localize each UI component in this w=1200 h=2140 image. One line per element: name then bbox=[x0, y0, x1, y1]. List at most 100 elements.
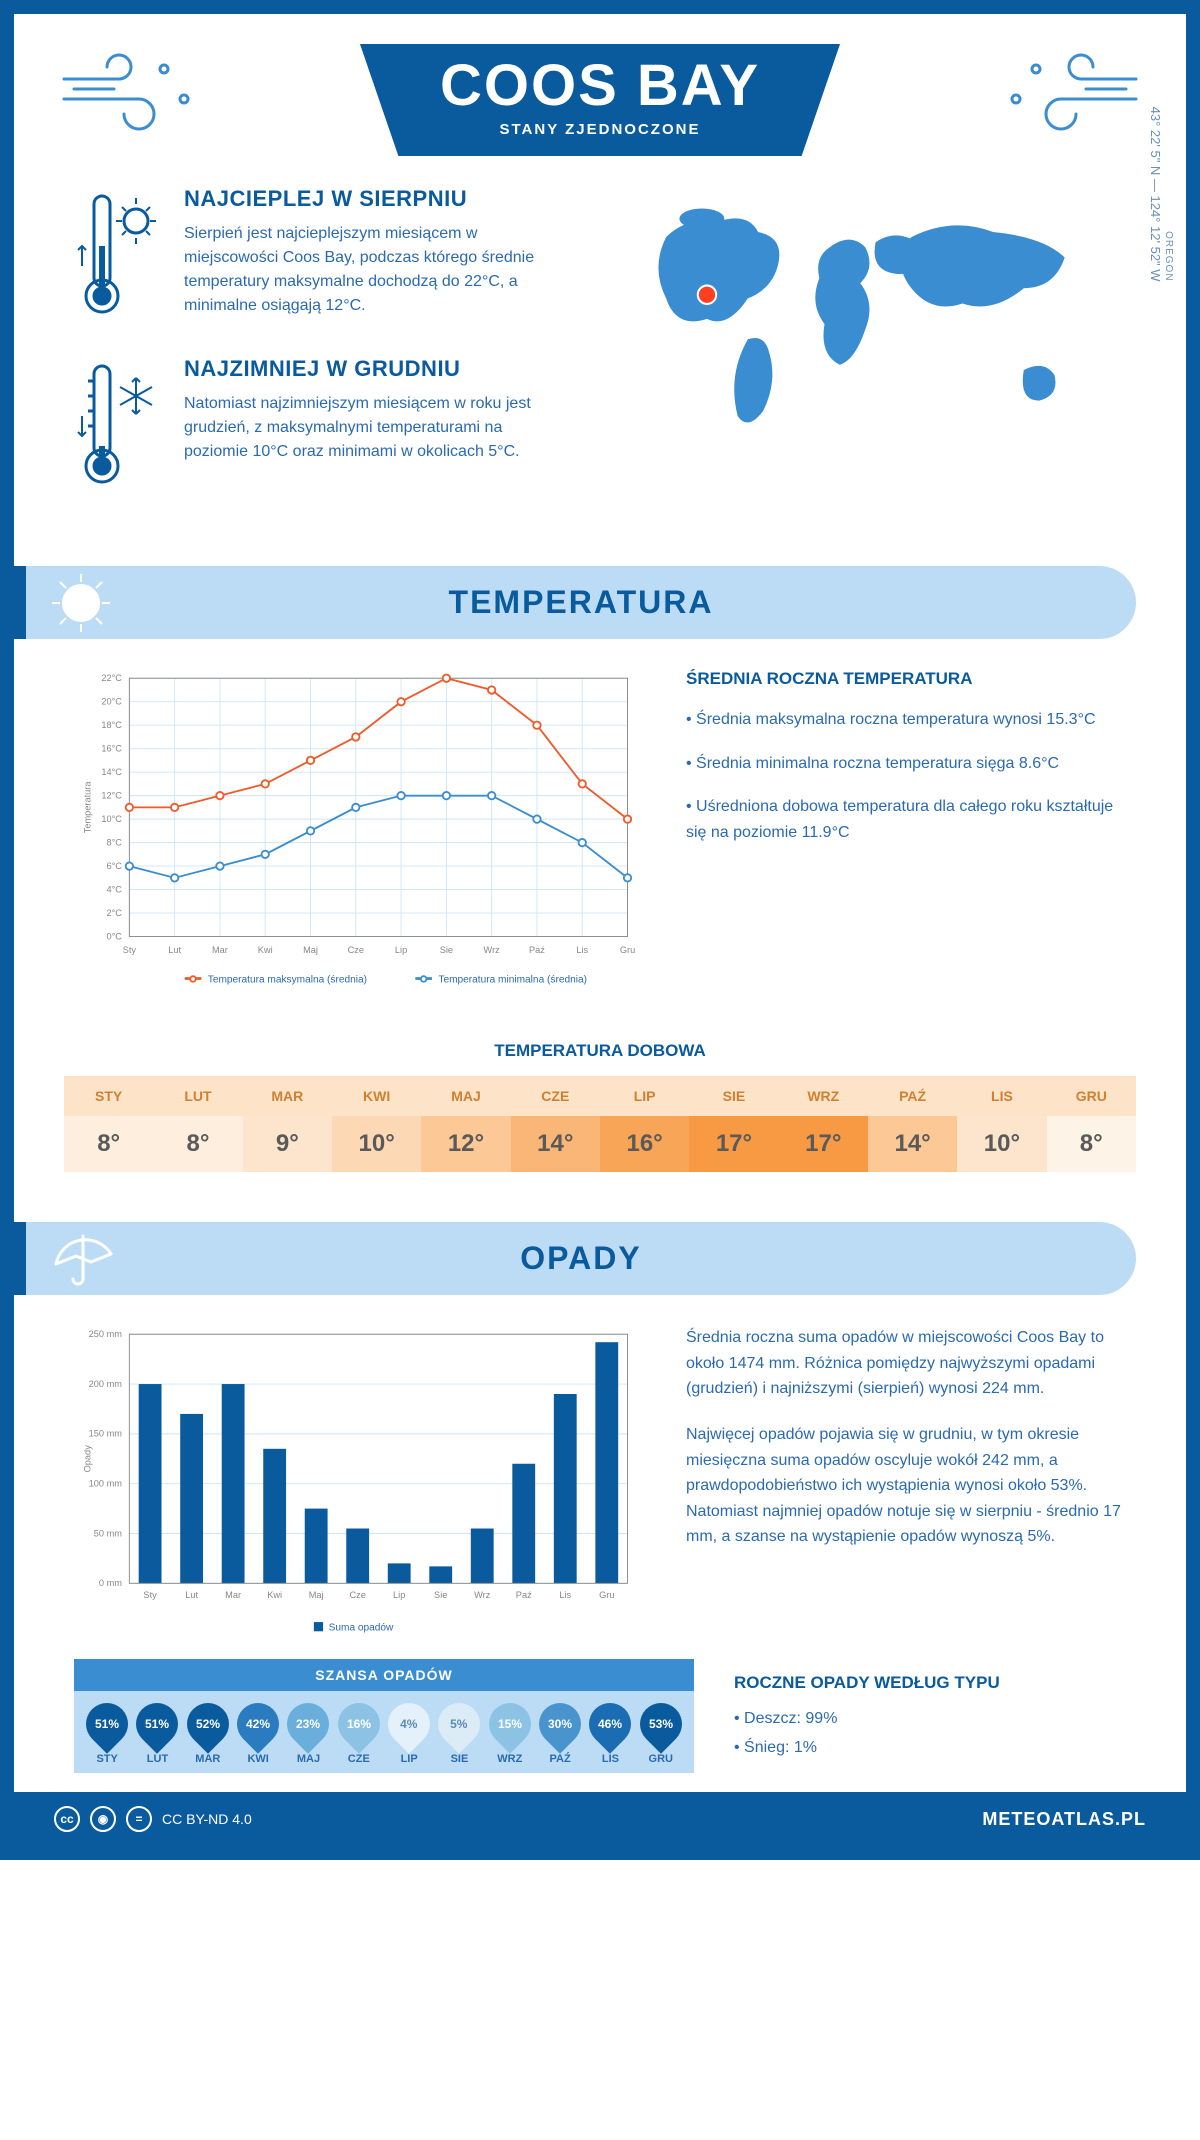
hot-fact-title: NAJCIEPLEJ W SIERPNIU bbox=[184, 186, 564, 212]
daily-temp-title: TEMPERATURA DOBOWA bbox=[14, 1041, 1186, 1061]
daily-cell: WRZ 17° bbox=[779, 1076, 868, 1172]
precip-section-title: OPADY bbox=[26, 1240, 1136, 1277]
svg-text:18°C: 18°C bbox=[101, 720, 122, 730]
precip-section-header: OPADY bbox=[14, 1222, 1136, 1295]
svg-text:Cze: Cze bbox=[348, 945, 364, 955]
svg-text:Temperatura minimalna (średnia: Temperatura minimalna (średnia) bbox=[438, 975, 587, 986]
cold-fact-title: NAJZIMNIEJ W GRUDNIU bbox=[184, 356, 564, 382]
cold-fact: NAJZIMNIEJ W GRUDNIU Natomiast najzimnie… bbox=[74, 356, 585, 496]
svg-text:4°C: 4°C bbox=[106, 884, 122, 894]
svg-text:Kwi: Kwi bbox=[258, 945, 273, 955]
daily-temp-table: STY 8° LUT 8° MAR 9° KWI 10° MAJ 12° CZE… bbox=[64, 1076, 1136, 1172]
svg-text:2°C: 2°C bbox=[106, 908, 122, 918]
site-name: METEOATLAS.PL bbox=[982, 1809, 1146, 1830]
svg-text:Mar: Mar bbox=[225, 1590, 241, 1600]
svg-text:100 mm: 100 mm bbox=[89, 1479, 123, 1489]
region-label: OREGON bbox=[1163, 107, 1174, 282]
svg-text:22°C: 22°C bbox=[101, 673, 122, 683]
license-text: CC BY-ND 4.0 bbox=[162, 1811, 252, 1827]
svg-text:Gru: Gru bbox=[620, 945, 635, 955]
chance-cell: 23% MAJ bbox=[283, 1703, 333, 1765]
coords-value: 43° 22' 5" N — 124° 12' 52" W bbox=[1148, 107, 1163, 282]
by-type-row-0: • Deszcz: 99% bbox=[734, 1705, 1126, 1734]
coordinates: OREGON 43° 22' 5" N — 124° 12' 52" W bbox=[1148, 107, 1174, 282]
temp-info-title: ŚREDNIA ROCZNA TEMPERATURA bbox=[686, 669, 1126, 689]
country-subtitle: STANY ZJEDNOCZONE bbox=[440, 121, 760, 138]
svg-text:Sty: Sty bbox=[123, 945, 137, 955]
svg-text:200 mm: 200 mm bbox=[89, 1379, 123, 1389]
svg-text:6°C: 6°C bbox=[106, 861, 122, 871]
nd-icon: = bbox=[126, 1806, 152, 1832]
svg-text:Lip: Lip bbox=[395, 945, 407, 955]
world-map bbox=[615, 186, 1126, 472]
svg-text:16°C: 16°C bbox=[101, 743, 122, 753]
thermometer-sun-icon bbox=[74, 186, 164, 326]
temp-bullet-0: • Średnia maksymalna roczna temperatura … bbox=[686, 707, 1126, 733]
daily-cell: LIS 10° bbox=[957, 1076, 1046, 1172]
wind-icon-right bbox=[996, 44, 1146, 144]
temp-info: ŚREDNIA ROCZNA TEMPERATURA • Średnia mak… bbox=[686, 669, 1126, 1001]
svg-text:0 mm: 0 mm bbox=[99, 1578, 122, 1588]
svg-text:Lip: Lip bbox=[393, 1590, 405, 1600]
svg-text:10°C: 10°C bbox=[101, 814, 122, 824]
daily-cell: MAR 9° bbox=[243, 1076, 332, 1172]
chance-cell: 51% LUT bbox=[132, 1703, 182, 1765]
hot-fact: NAJCIEPLEJ W SIERPNIU Sierpień jest najc… bbox=[74, 186, 585, 326]
daily-cell: SIE 17° bbox=[689, 1076, 778, 1172]
svg-text:250 mm: 250 mm bbox=[89, 1329, 123, 1339]
temp-section-title: TEMPERATURA bbox=[26, 584, 1136, 621]
svg-text:12°C: 12°C bbox=[101, 790, 122, 800]
svg-text:Lis: Lis bbox=[559, 1590, 571, 1600]
svg-text:Kwi: Kwi bbox=[267, 1590, 282, 1600]
daily-cell: MAJ 12° bbox=[421, 1076, 510, 1172]
daily-cell: STY 8° bbox=[64, 1076, 153, 1172]
chance-cell: 5% SIE bbox=[434, 1703, 484, 1765]
svg-text:Maj: Maj bbox=[309, 1590, 324, 1600]
chance-cell: 46% LIS bbox=[585, 1703, 635, 1765]
footer: cc ◉ = CC BY-ND 4.0 METEOATLAS.PL bbox=[14, 1792, 1186, 1846]
svg-text:Sty: Sty bbox=[143, 1590, 157, 1600]
title-banner: COOS BAY STANY ZJEDNOCZONE bbox=[360, 44, 840, 156]
daily-cell: GRU 8° bbox=[1047, 1076, 1136, 1172]
daily-cell: LUT 8° bbox=[153, 1076, 242, 1172]
umbrella-icon bbox=[46, 1224, 116, 1294]
svg-text:Wrz: Wrz bbox=[484, 945, 501, 955]
svg-text:Lut: Lut bbox=[185, 1590, 198, 1600]
svg-text:Wrz: Wrz bbox=[474, 1590, 491, 1600]
temp-section-header: TEMPERATURA bbox=[14, 566, 1136, 639]
temp-bullet-1: • Średnia minimalna roczna temperatura s… bbox=[686, 751, 1126, 777]
svg-text:8°C: 8°C bbox=[106, 837, 122, 847]
header: COOS BAY STANY ZJEDNOCZONE bbox=[14, 14, 1186, 156]
chance-cell: 53% GRU bbox=[636, 1703, 686, 1765]
svg-text:Suma opadów: Suma opadów bbox=[329, 1622, 394, 1633]
svg-text:Opady: Opady bbox=[83, 1445, 93, 1473]
city-title: COOS BAY bbox=[440, 52, 760, 119]
svg-text:Lis: Lis bbox=[576, 945, 588, 955]
precip-chart: 0 mm50 mm100 mm150 mm200 mm250 mmStyLutM… bbox=[74, 1325, 646, 1639]
daily-cell: KWI 10° bbox=[332, 1076, 421, 1172]
sun-icon bbox=[46, 568, 116, 638]
by-type-row-1: • Śnieg: 1% bbox=[734, 1734, 1126, 1763]
temp-bullet-2: • Uśredniona dobowa temperatura dla całe… bbox=[686, 794, 1126, 845]
svg-text:Sie: Sie bbox=[440, 945, 453, 955]
svg-text:Temperatura: Temperatura bbox=[83, 781, 93, 834]
chance-cell: 15% WRZ bbox=[485, 1703, 535, 1765]
cold-fact-text: Natomiast najzimniejszym miesiącem w rok… bbox=[184, 392, 564, 464]
wind-icon-left bbox=[54, 44, 204, 144]
by-icon: ◉ bbox=[90, 1806, 116, 1832]
svg-text:Temperatura maksymalna (średni: Temperatura maksymalna (średnia) bbox=[208, 975, 367, 986]
svg-text:20°C: 20°C bbox=[101, 696, 122, 706]
thermometer-snow-icon bbox=[74, 356, 164, 496]
svg-text:50 mm: 50 mm bbox=[94, 1528, 122, 1538]
precip-p1: Średnia roczna suma opadów w miejscowośc… bbox=[686, 1325, 1126, 1402]
chance-cell: 16% CZE bbox=[334, 1703, 384, 1765]
daily-cell: CZE 14° bbox=[511, 1076, 600, 1172]
cc-icon: cc bbox=[54, 1806, 80, 1832]
svg-text:Lut: Lut bbox=[168, 945, 181, 955]
chance-cell: 30% PAŹ bbox=[535, 1703, 585, 1765]
chance-cell: 42% KWI bbox=[233, 1703, 283, 1765]
chance-cell: 4% LIP bbox=[384, 1703, 434, 1765]
temperature-chart: 0°C2°C4°C6°C8°C10°C12°C14°C16°C18°C20°C2… bbox=[74, 669, 646, 1001]
svg-text:Maj: Maj bbox=[303, 945, 318, 955]
precip-info: Średnia roczna suma opadów w miejscowośc… bbox=[686, 1325, 1126, 1639]
